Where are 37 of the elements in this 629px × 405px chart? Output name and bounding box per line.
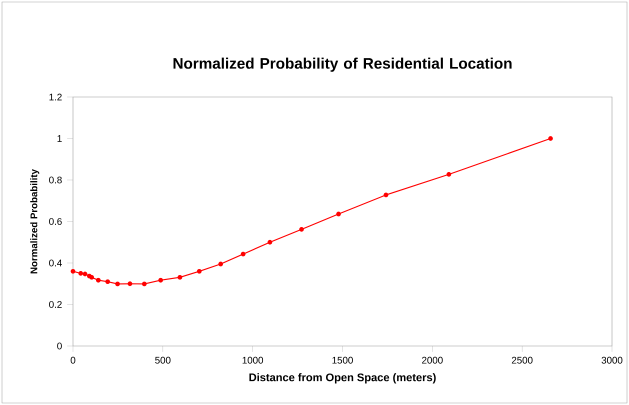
point [105,279,110,284]
point [336,212,341,216]
point [128,281,132,286]
x-tick-label: 2500 [512,356,533,364]
x-tick-label: 3000 [602,356,622,364]
y-tick-label: 1 [58,135,62,142]
point [115,282,120,286]
x-axis-title: Distance from Open Space (meters) [249,373,436,384]
point [158,278,164,283]
point [446,172,452,177]
y-tick-label: 0.2 [49,301,62,308]
x-tick-label: 500 [155,356,171,364]
y-tick-label: 0 [57,342,62,350]
chart-title: Normalized Probability of Residential Location [174,58,512,72]
point [96,278,101,283]
y-tick-label: 0.6 [49,218,62,225]
point [299,227,304,232]
y-tick-label: 0.4 [49,260,62,266]
point [268,240,272,245]
point [548,136,553,141]
point [70,268,76,274]
point [240,252,246,256]
x-tick-label: 0 [70,356,76,364]
point [142,282,147,286]
x-tick-label: 1000 [242,356,264,364]
point [82,272,88,276]
point [89,274,94,280]
y-tick-label: 1.2 [49,94,62,100]
point [178,274,182,280]
point [384,192,388,198]
y-axis-title: Normalized Probability [30,169,40,274]
y-tick-label: 0.8 [49,176,62,184]
point [196,268,202,274]
x-tick-label: 1500 [332,356,353,364]
x-tick-label: 2000 [422,356,443,364]
point [78,271,84,276]
point [218,262,224,266]
